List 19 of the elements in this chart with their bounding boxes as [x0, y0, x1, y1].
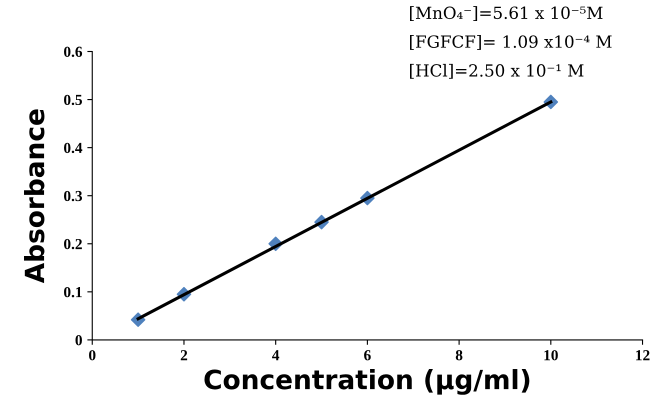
y-tick-label: 0.1 — [64, 286, 82, 298]
x-tick-label: 8 — [456, 350, 462, 360]
x-axis-title: Concentration (µg/ml) — [204, 369, 530, 395]
y-tick-label: 0.6 — [64, 46, 82, 58]
x-tick-label: 10 — [544, 350, 558, 360]
y-tick-label: 0 — [75, 335, 82, 346]
x-tick-label: 6 — [364, 350, 371, 360]
y-tick-label: 0.4 — [64, 142, 82, 154]
y-tick-label: 0.3 — [64, 190, 82, 202]
x-tick-label: 0 — [89, 350, 96, 360]
annotation: [HCl]=2.50 x 10⁻¹ M — [410, 64, 584, 79]
y-tick-label: 0.5 — [64, 94, 82, 106]
y-axis-title: Absorbance — [24, 109, 44, 284]
text: [MnO₄⁻]=5.61 x 10⁻⁵M — [410, 6, 602, 22]
y-tick-label: 0.2 — [64, 238, 82, 250]
x-tick-label: 12 — [636, 350, 650, 360]
x-tick-label: 2 — [180, 350, 188, 360]
text: [FGFCF]= 1.09 x10⁻⁴ M — [410, 35, 612, 50]
x-tick-label: 4 — [272, 350, 280, 360]
